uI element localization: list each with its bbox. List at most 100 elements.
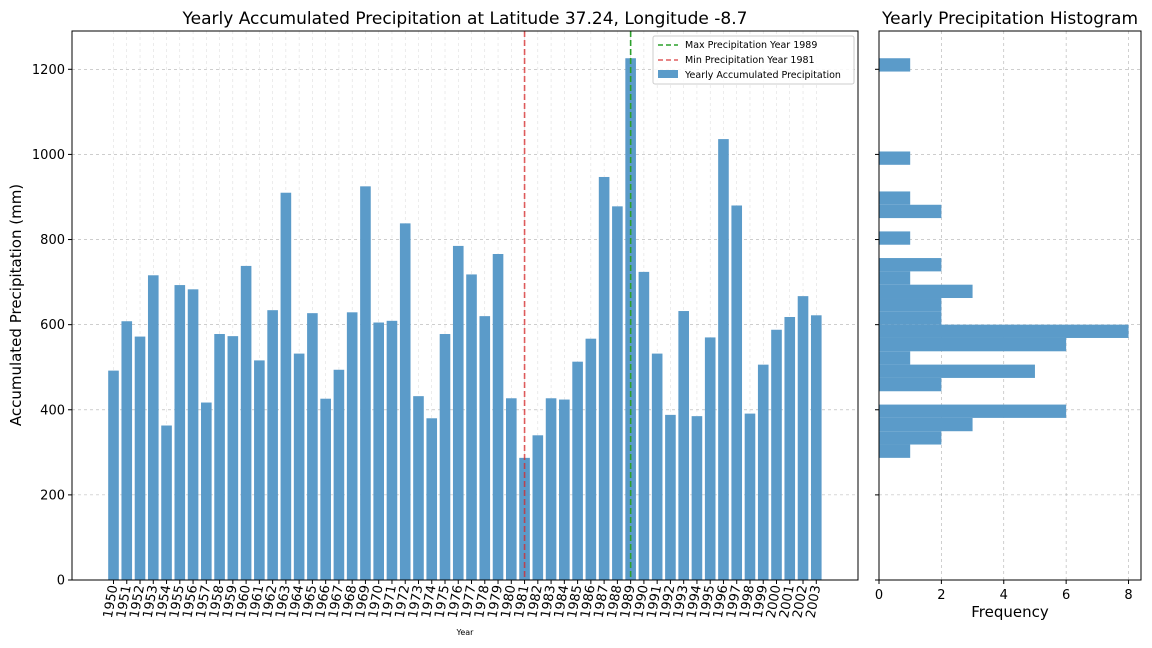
legend-bar-swatch — [658, 70, 678, 78]
bar-1999 — [757, 364, 769, 580]
x-tick-label: 1979 — [485, 584, 506, 619]
hist-bar — [879, 337, 1067, 352]
bar-1982 — [532, 435, 544, 580]
hist-bar — [879, 271, 911, 285]
x-tick-label: 1955 — [167, 584, 188, 619]
bar-1955 — [174, 285, 186, 580]
x-tick-label: 1977 — [459, 584, 480, 619]
x-tick-label: 2002 — [790, 584, 811, 619]
bar-1969 — [360, 186, 371, 580]
hist-x-tick-label: 2 — [937, 588, 945, 603]
bar-1975 — [439, 334, 451, 580]
histogram-y-ticks — [875, 68, 879, 581]
bar-1971 — [386, 320, 398, 580]
x-tick-label: 2003 — [804, 584, 825, 619]
main-y-ticks: 0 200 400 600 800 1000 1200 — [32, 63, 72, 589]
bar-1968 — [346, 312, 358, 580]
bar-1986 — [585, 338, 597, 580]
bar-1963 — [280, 192, 292, 580]
x-tick-label: 1985 — [565, 584, 586, 619]
hist-bar — [879, 151, 911, 165]
legend-box — [652, 35, 855, 85]
bar-1950 — [108, 370, 119, 580]
main-x-axis-label: Year — [456, 628, 475, 637]
x-tick-label: 1959 — [220, 584, 241, 619]
hist-bar — [879, 258, 942, 272]
bar-1993 — [678, 311, 689, 580]
bar-1959 — [227, 336, 239, 580]
x-tick-label: 1983 — [539, 584, 560, 619]
bar-1958 — [214, 334, 225, 580]
legend-min-label: Min Precipitation Year 1981 — [685, 55, 815, 66]
main-bars — [108, 58, 822, 581]
x-tick-label: 1996 — [711, 584, 732, 619]
bar-1983 — [545, 398, 557, 580]
hist-x-tick-label: 8 — [1124, 588, 1132, 603]
bar-1974 — [426, 418, 438, 580]
x-tick-label: 1950 — [101, 584, 122, 619]
bar-2000 — [771, 329, 782, 580]
x-tick-label: 2001 — [777, 584, 798, 619]
x-tick-label: 1953 — [141, 584, 162, 619]
bar-1987 — [598, 176, 610, 580]
x-tick-label: 1957 — [194, 584, 215, 619]
bar-1952 — [134, 336, 146, 580]
hist-bar — [879, 324, 1129, 338]
bar-1964 — [293, 353, 305, 580]
x-tick-label: 1954 — [154, 584, 175, 619]
hist-bar — [879, 377, 942, 392]
x-tick-label: 1965 — [300, 584, 321, 619]
bar-1998 — [744, 413, 756, 580]
hist-x-tick-label: 6 — [1062, 588, 1070, 603]
y-tick-label: 800 — [40, 233, 65, 248]
x-tick-label: 1971 — [379, 584, 400, 619]
x-tick-label: 1998 — [737, 584, 758, 619]
y-tick-label: 1000 — [32, 148, 65, 163]
bar-1965 — [307, 313, 318, 580]
x-tick-label: 1990 — [631, 584, 652, 619]
reference-lines — [523, 31, 632, 580]
x-tick-label: 1986 — [578, 584, 599, 619]
legend-max-label: Max Precipitation Year 1989 — [685, 40, 817, 51]
x-tick-label: 1999 — [751, 584, 772, 619]
bar-1997 — [731, 205, 743, 580]
histogram-x-axis-label: Frequency — [971, 603, 1049, 621]
bar-2002 — [797, 296, 809, 580]
bar-1966 — [320, 398, 331, 580]
hist-bar — [879, 191, 911, 205]
main-chart-title: Yearly Accumulated Precipitation at Lati… — [182, 9, 748, 29]
y-tick-label: 1200 — [32, 63, 65, 78]
x-tick-label: 1980 — [499, 584, 520, 619]
y-tick-label: 600 — [40, 318, 65, 333]
x-tick-label: 1966 — [313, 584, 334, 619]
x-tick-label: 1988 — [605, 584, 626, 619]
x-tick-label: 1995 — [698, 584, 719, 619]
hist-bar — [879, 231, 911, 245]
x-tick-label: 1978 — [472, 584, 493, 619]
x-tick-label: 2000 — [764, 584, 785, 619]
hist-x-tick-label: 0 — [875, 588, 883, 603]
main-x-ticks: 1950195119521953195419551956195719581959… — [101, 580, 824, 619]
y-tick-label: 0 — [57, 574, 65, 589]
histogram-x-ticks: 0 2 4 6 8 — [875, 580, 1133, 603]
bar-1980 — [505, 398, 517, 580]
bar-1977 — [466, 274, 477, 580]
x-tick-label: 1968 — [340, 584, 361, 619]
x-tick-label: 1997 — [724, 584, 745, 619]
hist-bar — [879, 351, 911, 365]
histogram-chart: 0 2 4 6 8 Yearly Precipitation Histogram Fre… — [875, 9, 1142, 621]
x-tick-label: 1964 — [287, 584, 308, 619]
x-tick-label: 1951 — [114, 584, 135, 619]
x-tick-label: 1960 — [234, 584, 255, 619]
x-tick-label: 1982 — [525, 584, 546, 619]
bar-1967 — [333, 369, 345, 580]
x-tick-label: 1989 — [618, 584, 639, 619]
bar-1976 — [452, 245, 464, 580]
hist-bar — [879, 431, 942, 445]
x-tick-label: 1974 — [419, 584, 440, 619]
bar-1962 — [267, 310, 278, 580]
legend-series-label: Yearly Accumulated Precipitation — [684, 70, 841, 81]
bar-1972 — [399, 223, 411, 580]
bar-1979 — [492, 254, 504, 581]
